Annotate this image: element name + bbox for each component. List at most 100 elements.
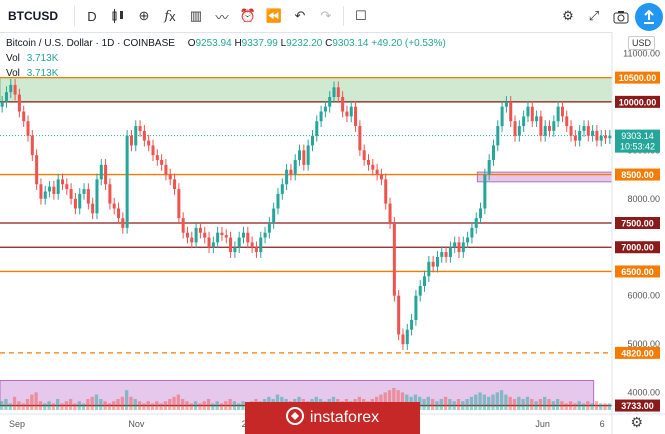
camera-icon[interactable] <box>607 3 635 31</box>
price-chart[interactable]: 11000.0010000.009000.008000.007000.00600… <box>0 32 665 434</box>
candle-body <box>22 111 26 122</box>
x-tick-label: Jun <box>535 419 550 429</box>
ohlc-low-label: L <box>280 38 287 49</box>
volume-bar <box>163 401 168 410</box>
candle-body <box>26 121 30 136</box>
volume-bar <box>499 390 504 410</box>
layout-icon[interactable]: ☐ <box>355 8 367 23</box>
volume-bar <box>495 392 499 410</box>
volume-bar <box>232 401 237 410</box>
add-icon[interactable]: ⊕ <box>138 8 150 23</box>
volume-bar <box>237 403 241 410</box>
candle-body <box>82 189 86 194</box>
candle-body <box>160 160 164 165</box>
watermark-text: instaforex <box>309 409 380 426</box>
candle-body <box>237 237 241 248</box>
candle-body <box>155 155 159 160</box>
volume-bar <box>543 396 547 410</box>
volume-bar <box>133 399 137 410</box>
currency-label[interactable]: USD <box>627 36 655 50</box>
volume-bar <box>120 396 124 410</box>
interval-button[interactable]: D <box>87 8 97 24</box>
volume-bar <box>465 399 469 410</box>
candle-body <box>35 155 39 185</box>
candle-body <box>216 232 220 243</box>
volume-bar <box>448 399 452 410</box>
candle-body <box>293 160 297 175</box>
volume-bar <box>90 396 94 410</box>
candle-body <box>384 179 388 204</box>
candle-body <box>586 126 590 136</box>
level-label-bg <box>615 71 660 84</box>
volume-bar <box>387 390 392 410</box>
candle-body <box>582 126 586 131</box>
candle-body <box>530 106 534 122</box>
candle-body <box>599 135 603 141</box>
volume-bar <box>112 401 116 410</box>
candle-body <box>95 179 99 214</box>
volume-bar <box>392 388 396 410</box>
fullscreen-icon[interactable]: ⤢ <box>588 8 600 23</box>
volume-value: 3.713K <box>26 53 59 64</box>
candle-body <box>233 247 237 253</box>
undo-icon[interactable]: ↶ <box>294 8 306 23</box>
publish-icon[interactable] <box>635 3 663 31</box>
candle-body <box>241 232 246 238</box>
level-label-bg <box>615 241 660 254</box>
volume-bar <box>581 403 586 410</box>
symbol-search[interactable]: BTCUSD <box>8 9 58 23</box>
level-label-bg <box>615 95 660 108</box>
candle-body <box>427 261 431 277</box>
candle-body <box>142 130 146 141</box>
candle-body <box>168 174 172 180</box>
volume-bar <box>51 403 56 410</box>
volume-bar <box>474 394 478 410</box>
templates-icon[interactable]: ▥ <box>189 8 203 23</box>
candle-body <box>108 184 112 204</box>
volume-bar <box>594 401 599 410</box>
volume-bar <box>176 394 181 410</box>
candle-body <box>362 150 366 160</box>
volume-bar <box>443 396 448 410</box>
volume-bar <box>56 399 60 410</box>
candle-body <box>298 150 302 160</box>
alert-icon[interactable]: ⏰ <box>239 8 257 23</box>
volume-bar <box>30 394 34 410</box>
candle-body <box>448 247 452 257</box>
settings-icon[interactable]: ⚙ <box>562 8 574 23</box>
replay-icon[interactable]: ⏪ <box>265 8 283 23</box>
candles-icon[interactable] <box>105 3 131 29</box>
candle-body <box>56 179 60 194</box>
volume-bar <box>555 399 560 410</box>
volume-bar <box>508 396 512 410</box>
candle-body <box>13 84 17 95</box>
volume-legend: Vol 3.713K <box>6 53 446 64</box>
redo-icon[interactable]: ↷ <box>320 8 332 23</box>
candle-body <box>371 164 375 170</box>
volume-label: Vol <box>6 53 20 64</box>
candle-body <box>48 186 52 192</box>
ohlc-low: 9232.20 <box>286 38 323 49</box>
volume-bar <box>482 394 487 410</box>
volume-bar <box>551 401 555 410</box>
volume-bar <box>487 396 491 410</box>
candle-body <box>474 218 478 228</box>
volume-bar <box>155 401 159 410</box>
candle-body <box>461 242 465 253</box>
candle-body <box>4 92 8 102</box>
chart-settings-icon[interactable]: ⚙ <box>630 414 643 430</box>
volume-bar <box>94 394 99 410</box>
candle-body <box>535 116 539 122</box>
level-label: 7000.00 <box>621 243 654 253</box>
volume-bar <box>521 399 525 410</box>
volume-bar <box>206 399 211 410</box>
candle-body <box>513 121 517 136</box>
candle-body <box>315 121 319 136</box>
candle-body <box>198 227 202 233</box>
candle-body <box>444 252 448 257</box>
price-axis <box>612 32 665 434</box>
candle-body <box>91 203 95 214</box>
chart-type-icon[interactable]: 〰 <box>215 9 229 25</box>
candle-body <box>466 237 470 243</box>
